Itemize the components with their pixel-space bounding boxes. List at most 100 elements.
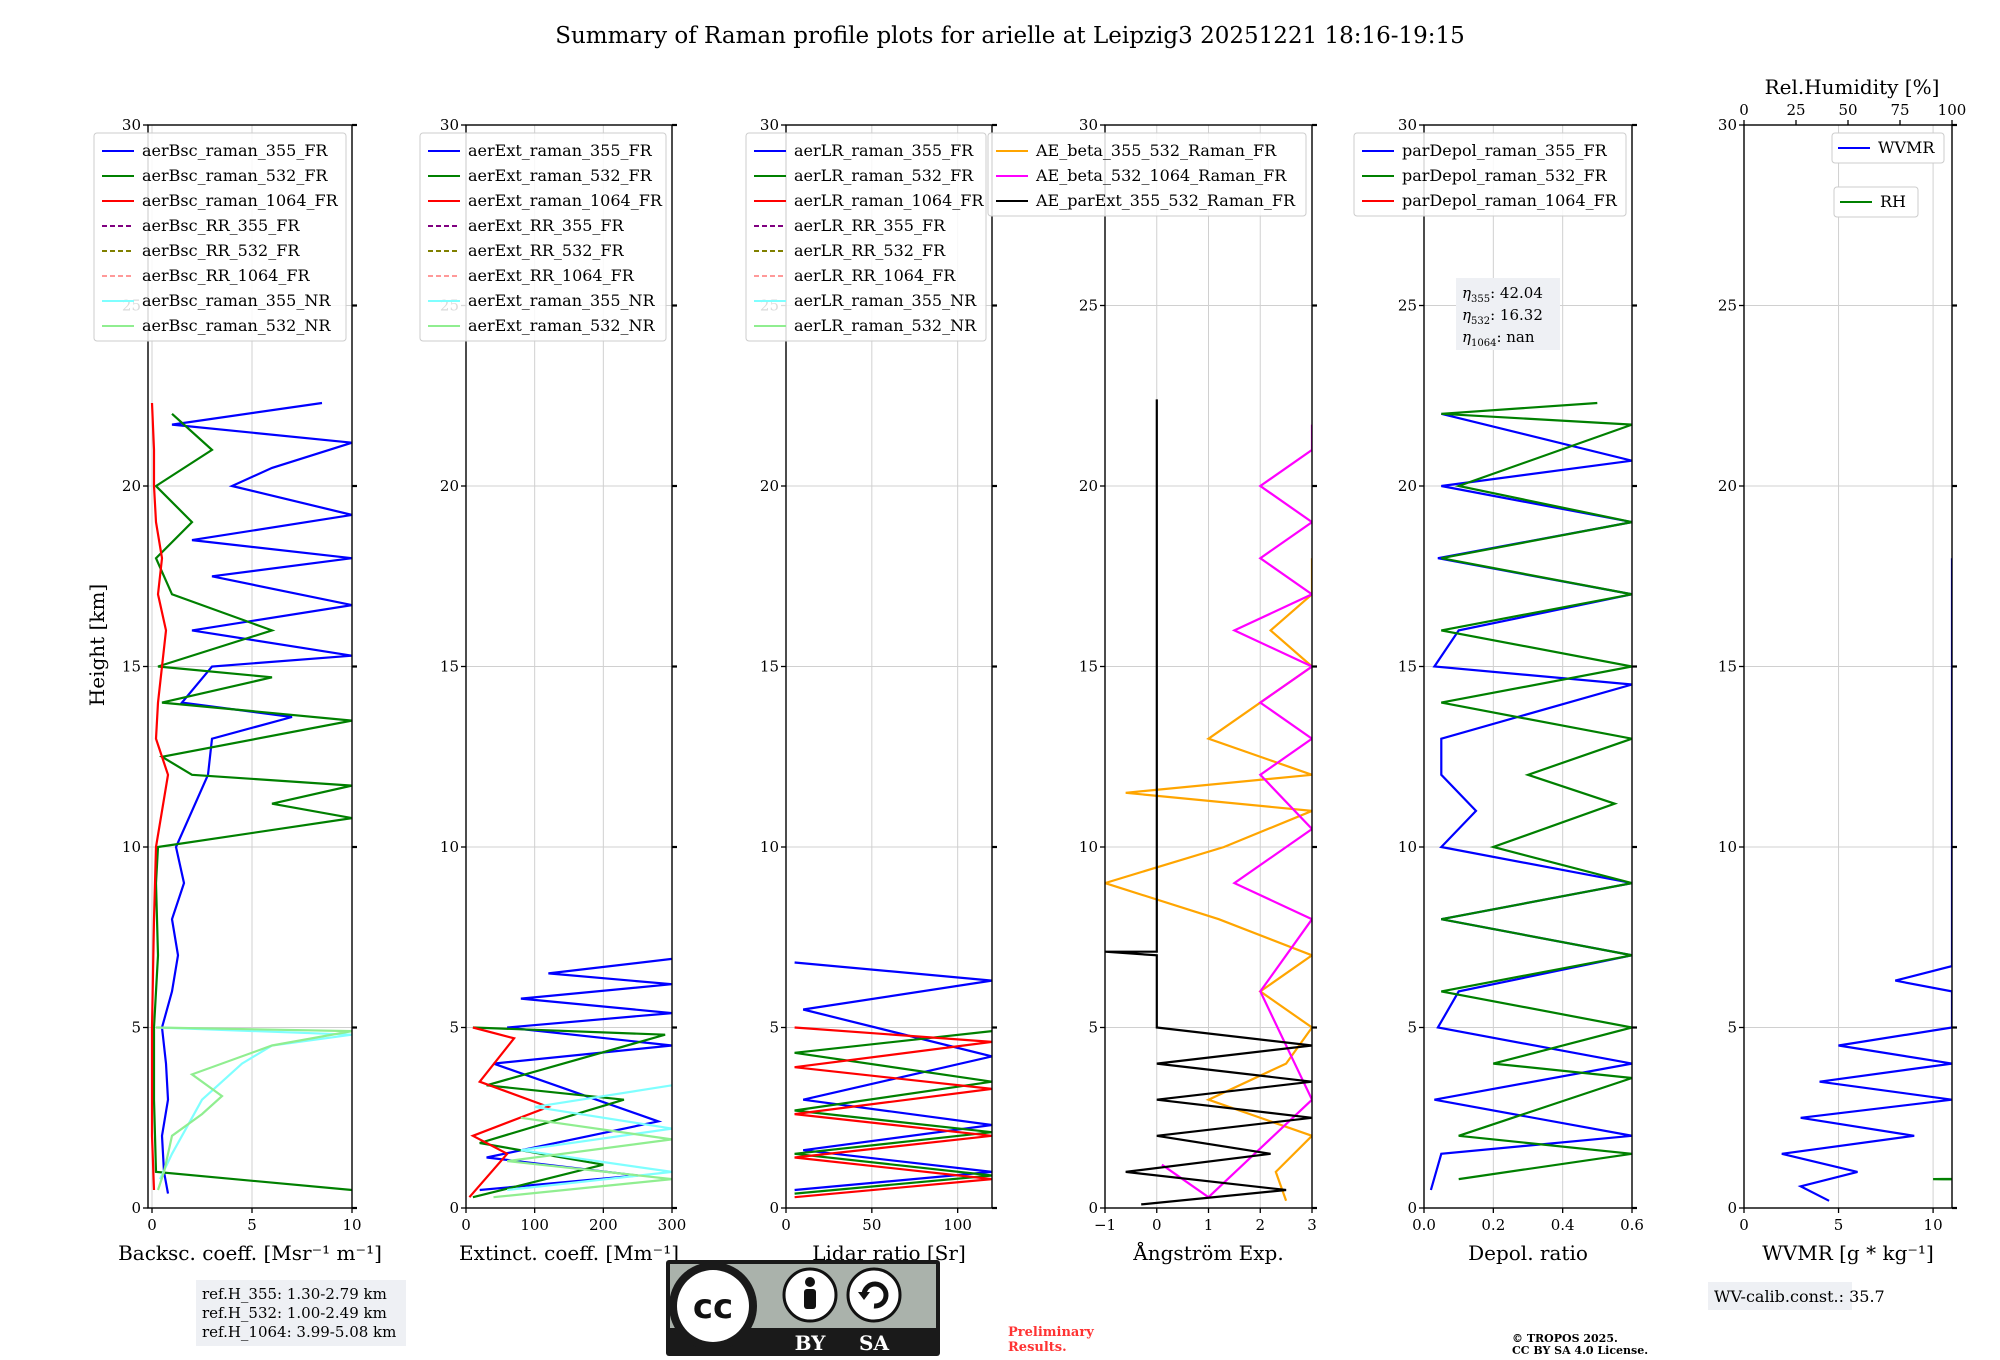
legend: AE_beta_355_532_Raman_FR AE_beta_532_1064…: [987, 132, 1307, 217]
series-aerExt_raman_355_NR: [507, 1084, 672, 1192]
ref-height-355: ref.H_355: 1.30-2.79 km: [202, 1285, 387, 1303]
legend-entry: parDepol_raman_1064_FR: [1402, 191, 1618, 210]
series-aerLR_raman_532_FR: [794, 1030, 992, 1195]
x-tick-label: 100: [943, 1216, 972, 1234]
legend-entry: aerExt_raman_355_FR: [468, 141, 653, 160]
legend-entry: aerLR_raman_355_FR: [794, 141, 974, 160]
ref-height-532: ref.H_532: 1.00-2.49 km: [202, 1304, 387, 1322]
y-tick-label: 25: [1398, 297, 1417, 315]
legend-entry: aerBsc_RR_1064_FR: [142, 266, 311, 285]
x-tick-label: 200: [589, 1216, 618, 1234]
x-tick-label: 0.0: [1412, 1216, 1436, 1234]
legend-entry: aerLR_raman_355_NR: [794, 291, 977, 310]
legend-entry: aerBsc_raman_532_FR: [142, 166, 328, 185]
y-tick-label: 5: [131, 1019, 141, 1037]
y-tick-label: 20: [1398, 477, 1417, 495]
figure-title: Summary of Raman profile plots for ariel…: [555, 23, 1465, 49]
x-tick-label: 0.2: [1481, 1216, 1505, 1234]
series-aerBsc_raman_355_NR: [157, 1026, 352, 1180]
y-tick-label: 5: [1407, 1019, 1417, 1037]
badge-by-label: BY: [795, 1331, 827, 1355]
x-tick-label: 10: [342, 1216, 361, 1234]
y-tick-label: 30: [1718, 116, 1737, 134]
series-RH: [1933, 1177, 1952, 1181]
x-tick-label: 2: [1255, 1216, 1265, 1234]
legend-entry: AE_beta_532_1064_Raman_FR: [1035, 166, 1287, 185]
panel-3: 051015202530050100Lidar ratio [Sr]aerLR_…: [745, 116, 997, 1265]
legend-entry: aerExt_raman_1064_FR: [468, 191, 663, 210]
series-aerBsc_raman_1064_FR: [150, 402, 170, 1191]
series-aerExt_raman_355_FR: [479, 957, 672, 1192]
legend-entry: aerExt_raman_532_FR: [468, 166, 653, 185]
series-AE_beta_355_532_Raman_FR: [1105, 558, 1312, 1202]
legend-entry: aerBsc_raman_355_FR: [142, 141, 328, 160]
top-x-tick-label: 25: [1786, 101, 1805, 119]
x-tick-label: 1: [1204, 1216, 1214, 1234]
series-aerExt_raman_1064_FR: [468, 1026, 552, 1198]
preliminary-line-1: Preliminary: [1008, 1325, 1094, 1340]
panel-5: 0 5 10 15 20 25 30 0.0 0.2 0.4 0.6 Depol. ratio parD…: [1353, 116, 1644, 1265]
x-axis-label: Depol. ratio: [1468, 1241, 1588, 1265]
y-tick-label: 0: [1088, 1199, 1098, 1217]
cc-icon: [677, 1270, 749, 1342]
series-aerBsc_raman_532_NR: [155, 1026, 352, 1191]
x-tick-label: 0.4: [1551, 1216, 1575, 1234]
y-tick-label: 10: [1398, 838, 1417, 856]
y-tick-label: 30: [760, 116, 779, 134]
legend: aerExt_raman_355_FR aerExt_raman_532_FRae…: [419, 132, 667, 342]
y-tick-label: 30: [1398, 116, 1417, 134]
legend-entry: WVMR: [1878, 138, 1935, 157]
x-tick-label: 10: [1924, 1216, 1943, 1234]
sa-share-alike-icon: [846, 1267, 902, 1323]
x-tick-label: 5: [1834, 1216, 1844, 1234]
legend-entry: aerLR_RR_1064_FR: [794, 266, 956, 285]
y-tick-label: 30: [122, 116, 141, 134]
badge-sa-label: SA: [859, 1331, 889, 1355]
legend-entry: aerBsc_raman_532_NR: [142, 316, 331, 335]
y-tick-label: 15: [1079, 658, 1098, 676]
legend-box: [1831, 132, 1945, 164]
y-tick-label: 5: [769, 1019, 779, 1037]
legend: aerBsc_raman_355_FR aerBsc_raman_532_FRae…: [93, 132, 347, 342]
top-x-tick-label: 75: [1890, 101, 1909, 119]
series-AE_parExt_355_532_Raman_FR: [1105, 399, 1312, 1206]
x-tick-label: 300: [658, 1216, 687, 1234]
x-tick-label: 3: [1307, 1216, 1317, 1234]
y-tick-label: 20: [760, 477, 779, 495]
x-tick-label: 0: [147, 1216, 157, 1234]
x-axis-label: Extinct. coeff. [Mm⁻¹]: [459, 1241, 679, 1265]
x-tick-label: 100: [520, 1216, 549, 1234]
top-x-tick-label: 50: [1838, 101, 1857, 119]
y-tick-label: 30: [440, 116, 459, 134]
y-tick-label: 10: [1079, 838, 1098, 856]
y-tick-label: 20: [1079, 477, 1098, 495]
series-WVMR: [1781, 558, 1952, 1202]
legend-entry: aerExt_raman_532_NR: [468, 316, 656, 335]
y-tick-label: 25: [1718, 297, 1737, 315]
legend: parDepol_raman_355_FR parDepol_raman_532_…: [1353, 132, 1627, 217]
top-x-tick-label: 0: [1739, 101, 1749, 119]
legend-entry: AE_beta_355_532_Raman_FR: [1035, 141, 1277, 160]
legend-entry: aerBsc_raman_1064_FR: [142, 191, 339, 210]
x-tick-label: −1: [1094, 1216, 1116, 1234]
x-axis-label: Ångström Exp.: [1132, 1240, 1283, 1265]
svg-text:cc: cc: [693, 1287, 733, 1327]
eta-line: η1064: nan: [1462, 328, 1535, 349]
y-tick-label: 25: [1079, 297, 1098, 315]
legend-wvmr: WVMR: [1831, 132, 1945, 164]
x-tick-label: 0: [1152, 1216, 1162, 1234]
legend-entry: aerExt_raman_355_NR: [468, 291, 656, 310]
eta-box: [1456, 278, 1560, 350]
top-x-tick-label: 100: [1938, 101, 1967, 119]
copyright-line-2: CC BY SA 4.0 License.: [1512, 1344, 1648, 1357]
copyright-line-1: © TROPOS 2025.: [1512, 1332, 1618, 1345]
legend-entry: AE_parExt_355_532_Raman_FR: [1035, 191, 1296, 210]
legend-entry: aerLR_RR_532_FR: [794, 241, 946, 260]
series-parDepol_raman_355_FR: [1429, 412, 1632, 1191]
panels: 0510152025300510Backsc. coeff. [Msr⁻¹ m⁻…: [93, 75, 1967, 1265]
y-tick-label: 20: [1718, 477, 1737, 495]
x-tick-label: 0: [781, 1216, 791, 1234]
y-tick-label: 10: [440, 838, 459, 856]
